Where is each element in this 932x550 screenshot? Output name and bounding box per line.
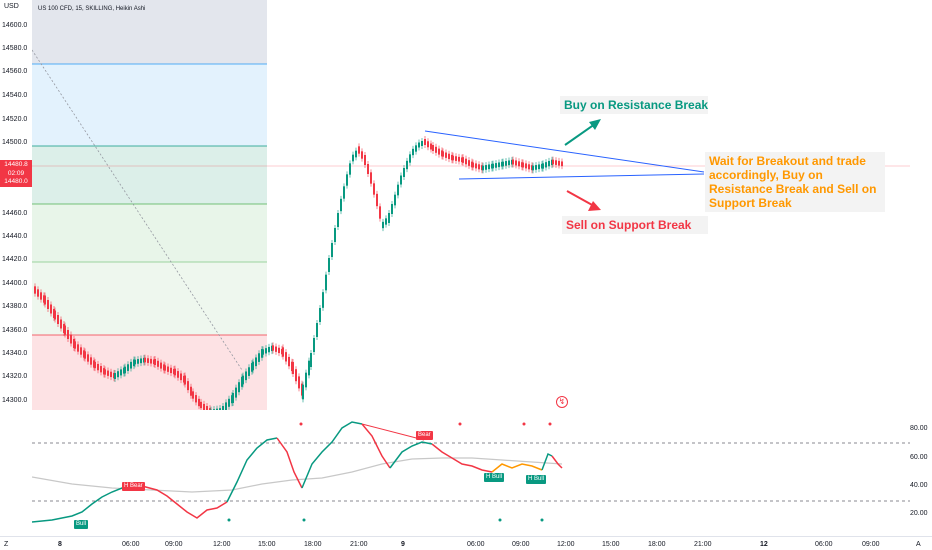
buy-annotation[interactable]: Buy on Resistance Break [560, 96, 708, 114]
time-tick: 06:00 [122, 541, 140, 548]
time-tick: 09:00 [512, 541, 530, 548]
chart-canvas [32, 0, 910, 410]
time-tick: 09:00 [862, 541, 880, 548]
price-tick: 14540.0 [2, 92, 28, 99]
time-tick: 06:00 [815, 541, 833, 548]
h-bear-badge: H Bear [122, 482, 145, 491]
osc-tick: 60.00 [910, 454, 928, 461]
time-tick: 21:00 [694, 541, 712, 548]
price-tick: 14560.0 [2, 68, 28, 75]
signal-line [31, 457, 563, 493]
signal-dot [458, 422, 462, 426]
rsi-line-red [431, 443, 493, 473]
bar-countdown: 02:09 [7, 169, 25, 177]
signal-dot [522, 422, 526, 426]
osc-tick: 80.00 [910, 425, 928, 432]
price-tick: 14320.0 [2, 373, 28, 380]
signal-dot [227, 518, 231, 522]
price-tick: 14520.0 [2, 116, 28, 123]
bear-badge: Bear [416, 431, 433, 440]
price-tick: 14400.0 [2, 280, 28, 287]
fib-zone-lightgreen [32, 262, 267, 335]
time-tick: 12 [760, 541, 768, 548]
fib-zone-blue [32, 64, 267, 146]
currency-unit: USD [4, 3, 19, 10]
bull-badge: Bull [74, 520, 89, 529]
osc-tick: 40.00 [910, 482, 928, 489]
oscillator-axis[interactable]: 80.00 60.00 40.00 20.00 [910, 0, 932, 550]
price-tick: 14460.0 [2, 210, 28, 217]
price-tick: 14420.0 [2, 256, 28, 263]
oscillator-canvas [31, 421, 910, 523]
last-price-lower: 14480.0 [4, 178, 28, 185]
price-tick: 14440.0 [2, 233, 28, 240]
signal-dot [299, 422, 303, 426]
oscillator-pane[interactable]: H Bear Bear Bull H Bull H Bull [31, 412, 910, 532]
price-tick: 14380.0 [2, 303, 28, 310]
buy-arrow [564, 119, 601, 146]
resistance-trendline [424, 130, 705, 173]
sell-arrow [566, 190, 601, 211]
price-tick: 14580.0 [2, 45, 28, 52]
rsi-line-orange [491, 463, 543, 473]
time-axis[interactable]: Z 8 06:00 09:00 12:00 15:00 18:00 21:00 … [0, 536, 932, 550]
rsi-line-green [541, 452, 553, 471]
time-tick: 06:00 [467, 541, 485, 548]
time-tick: 12:00 [557, 541, 575, 548]
price-tick: 14500.0 [2, 139, 28, 146]
time-tick: 18:00 [648, 541, 666, 548]
time-tick: 09:00 [165, 541, 183, 548]
bear-divergence-line [361, 423, 425, 441]
time-tick: 18:00 [304, 541, 322, 548]
support-trendline [458, 173, 705, 180]
last-price-value: 14480.8 [4, 161, 28, 168]
rsi-line-green [31, 485, 143, 523]
rsi-line-red [141, 485, 228, 519]
last-price-tag: 14480.8 02:09 14480.0 [0, 160, 32, 187]
rsi-line-green [389, 441, 433, 469]
time-tick: 15:00 [602, 541, 620, 548]
wait-annotation[interactable]: Wait for Breakout and trade accordingly,… [705, 152, 885, 212]
rsi-line-red [276, 437, 303, 489]
time-tick: 9 [401, 541, 405, 548]
h-bull-badge: H Bull [484, 473, 505, 482]
osc-tick: 20.00 [910, 510, 928, 517]
rsi-line-green [301, 421, 363, 489]
h-bull-badge: H Bull [526, 475, 547, 484]
lightning-icon[interactable]: ↯ [556, 396, 568, 408]
signal-dot [302, 518, 306, 522]
rsi-line-green [226, 437, 278, 503]
auto-scale-toggle[interactable]: A [916, 541, 921, 548]
time-tick: 12:00 [213, 541, 231, 548]
fib-zone-gray [32, 0, 267, 64]
time-tick: 8 [58, 541, 62, 548]
rsi-line-red [551, 455, 563, 469]
price-tick: 14360.0 [2, 327, 28, 334]
fib-zone-red [32, 335, 267, 410]
time-tick: 21:00 [350, 541, 368, 548]
fib-zone-green [32, 204, 267, 262]
main-price-chart[interactable] [32, 0, 910, 410]
price-tick: 14340.0 [2, 350, 28, 357]
symbol-legend[interactable]: US 100 CFD, 15, SKILLING, Heikin Ashi [38, 6, 146, 12]
signal-dot [548, 422, 552, 426]
price-axis[interactable]: USD 14600.0 14580.0 14560.0 14540.0 1452… [0, 0, 32, 410]
rsi-line-red [361, 423, 391, 469]
signal-dot [540, 518, 544, 522]
signal-dot [498, 518, 502, 522]
fib-zone-teal [32, 146, 267, 204]
price-tick: 14300.0 [2, 397, 28, 404]
candles-group [34, 136, 563, 410]
time-tick: 15:00 [258, 541, 276, 548]
sell-annotation[interactable]: Sell on Support Break [562, 216, 708, 234]
price-tick: 14600.0 [2, 22, 28, 29]
zoom-toggle[interactable]: Z [4, 541, 9, 548]
